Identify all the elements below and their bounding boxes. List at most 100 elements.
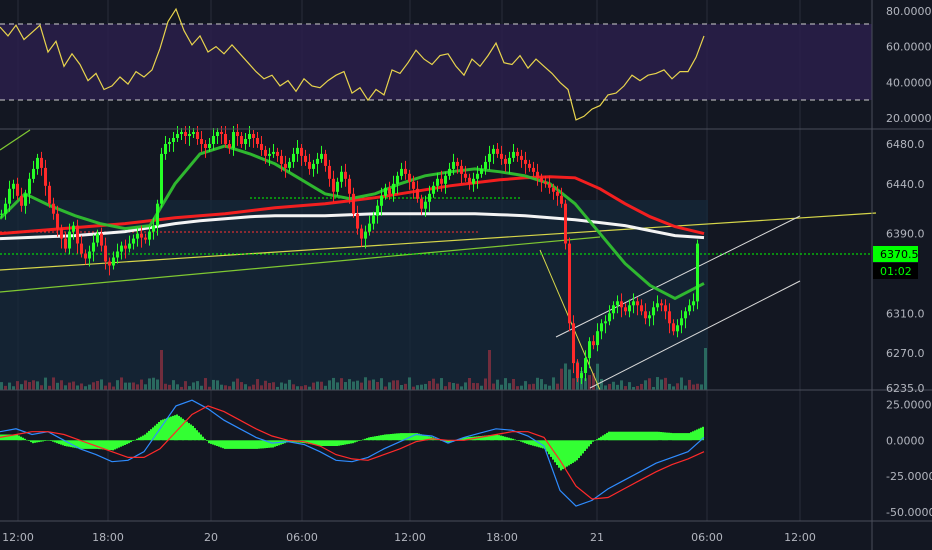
volume-bar: [652, 386, 655, 390]
macd-histogram-bar: [238, 440, 240, 449]
macd-histogram-bar: [424, 435, 426, 441]
candle-body: [424, 201, 427, 209]
volume-bar: [164, 383, 167, 390]
macd-histogram-bar: [136, 438, 138, 441]
candle-body: [256, 138, 259, 144]
price-marker-box: [873, 246, 918, 262]
rsi-tick-label: 80.0000: [886, 5, 932, 18]
candle-body: [544, 181, 547, 184]
macd-histogram-bar: [204, 438, 206, 441]
time-scale[interactable]: 12:00 18:00 20 06:00 12:00 18:00 21 06:00 12:00: [2, 531, 816, 544]
volume-bar: [120, 377, 123, 390]
macd-histogram-bar: [84, 440, 86, 449]
macd-histogram-bar: [242, 440, 244, 449]
macd-histogram-bar: [246, 440, 248, 449]
volume-bar: [212, 379, 215, 390]
macd-histogram-bar: [512, 438, 514, 441]
macd-histogram-bar: [386, 434, 388, 441]
macd-histogram-bar: [646, 431, 648, 441]
macd-histogram-bar: [576, 440, 578, 461]
macd-histogram-bar: [94, 440, 96, 449]
candle-body: [148, 231, 151, 240]
macd-histogram-bar: [536, 440, 538, 447]
price-candles: [0, 124, 699, 384]
volume-bar: [556, 383, 559, 390]
volume-bar: [704, 348, 707, 390]
candle-body: [548, 183, 551, 188]
macd-histogram-bar: [638, 431, 640, 441]
candle-body: [100, 233, 103, 246]
macd-histogram-bar: [426, 435, 428, 441]
candle-body: [132, 238, 135, 244]
candle-body: [672, 323, 675, 332]
volume-bar: [64, 385, 67, 390]
macd-histogram-bar: [538, 440, 540, 448]
candle-body: [372, 215, 375, 224]
candle-body: [596, 331, 599, 346]
macd-histogram-bar: [366, 438, 368, 441]
macd-histogram-bar: [60, 440, 62, 445]
volume-bar: [272, 382, 275, 390]
candle-body: [476, 173, 479, 179]
macd-histogram-bar: [662, 432, 664, 441]
candle-body: [508, 157, 511, 164]
candle-body: [348, 178, 351, 194]
macd-histogram-bar: [114, 440, 116, 450]
macd-histogram-bar: [308, 440, 310, 444]
macd-histogram-bar: [104, 440, 106, 450]
macd-histogram-bar: [380, 435, 382, 441]
candle-body: [144, 237, 147, 240]
volume-bar: [344, 382, 347, 390]
macd-histogram-bar: [558, 440, 560, 468]
macd-histogram-bar: [482, 435, 484, 441]
volume-bar: [416, 385, 419, 390]
macd-histogram-bar: [270, 440, 272, 448]
volume-bar: [324, 385, 327, 390]
macd-histogram-bar: [174, 415, 176, 441]
macd-histogram-bar: [56, 440, 58, 444]
volume-bar: [264, 380, 267, 390]
macd-tick-label: -50.0000: [886, 506, 932, 519]
macd-histogram-bar: [492, 434, 494, 441]
candle-body: [4, 203, 7, 214]
macd-histogram-bar: [260, 440, 262, 449]
volume-bar: [660, 379, 663, 390]
volume-bar: [468, 377, 471, 390]
volume-bar: [640, 383, 643, 390]
macd-histogram-bar: [128, 440, 130, 444]
macd-histogram-bar: [6, 434, 8, 441]
macd-histogram-bar: [398, 433, 400, 441]
macd-histogram-bar: [248, 440, 250, 449]
macd-histogram-bar: [196, 430, 198, 441]
candle-body: [48, 185, 51, 204]
macd-histogram-bar: [28, 440, 30, 441]
macd-histogram-bar: [148, 430, 150, 441]
macd-histogram-bar: [232, 440, 234, 449]
macd-histogram-bar: [342, 440, 344, 445]
macd-histogram-bar: [416, 433, 418, 441]
volume-bar: [288, 379, 291, 390]
volume-bar: [252, 384, 255, 390]
macd-histogram-bar: [446, 440, 448, 443]
candle-body: [264, 149, 267, 156]
macd-histogram-bar: [144, 434, 146, 441]
candle-body: [360, 228, 363, 239]
macd-histogram-bar: [14, 434, 16, 441]
macd-histogram-bar: [10, 434, 12, 441]
macd-histogram-bar: [356, 440, 358, 442]
volume-bar: [276, 386, 279, 390]
volume-bar: [572, 378, 575, 390]
price-pane[interactable]: [0, 124, 877, 391]
candle-body: [568, 243, 571, 324]
rsi-line: [0, 7, 705, 121]
macd-histogram-bar: [556, 440, 558, 465]
volume-bar: [192, 382, 195, 390]
macd-histogram-bar: [530, 440, 532, 446]
macd-pane[interactable]: [0, 399, 705, 507]
macd-histogram-bar: [12, 434, 14, 441]
rsi-pane[interactable]: [0, 7, 872, 121]
macd-histogram-bar: [534, 440, 536, 447]
price-scale[interactable]: 80.0000 60.0000 40.0000 20.0000 6480.0 6440.0…: [886, 5, 932, 519]
macd-histogram-bar: [134, 439, 136, 441]
